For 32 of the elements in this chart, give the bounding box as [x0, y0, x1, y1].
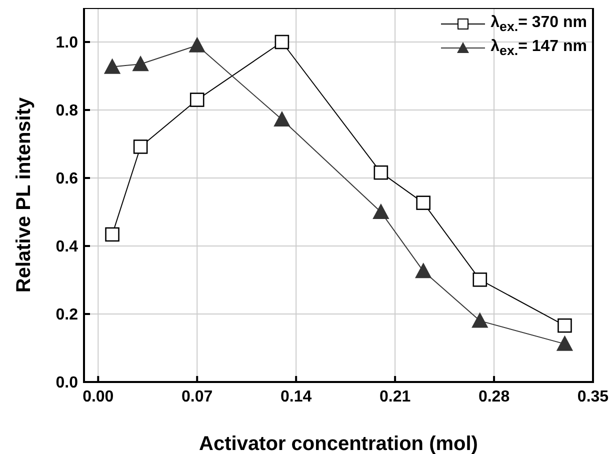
y-tick-label: 1.0 — [56, 34, 78, 52]
x-tick-label: 0.21 — [379, 388, 411, 406]
legend-label: λ$_{ex.}$= 147 nm — [490, 38, 587, 58]
point — [105, 227, 120, 242]
point — [556, 336, 573, 351]
x-tick-label: 0.14 — [280, 388, 312, 406]
point — [415, 263, 432, 278]
y-tick-label: 0.8 — [56, 102, 78, 120]
point — [274, 34, 290, 50]
y-axis-title: Relative PL intensity — [13, 96, 35, 293]
point — [104, 58, 120, 74]
y-tick-label: 0.2 — [56, 306, 78, 324]
point — [133, 140, 148, 154]
point — [558, 318, 572, 333]
point — [274, 112, 290, 127]
point — [132, 56, 149, 72]
x-tick-label: 0.00 — [82, 388, 114, 406]
x-tick-label: 0.35 — [577, 388, 609, 406]
x-axis-title: Activator concentration (mol) — [199, 433, 478, 454]
y-tick-label: 0.0 — [56, 374, 78, 392]
point — [472, 312, 488, 328]
point — [190, 92, 204, 107]
point — [372, 204, 389, 219]
point — [416, 196, 430, 210]
point — [189, 37, 206, 52]
point — [374, 165, 388, 180]
y-tick-label: 0.4 — [56, 238, 78, 256]
x-tick-label: 0.28 — [478, 388, 510, 406]
point — [472, 272, 488, 287]
y-tick-label: 0.6 — [56, 170, 78, 188]
x-tick-label: 0.07 — [182, 388, 213, 406]
legend-label: λ$_{ex.}$= 370 nm — [490, 14, 587, 34]
